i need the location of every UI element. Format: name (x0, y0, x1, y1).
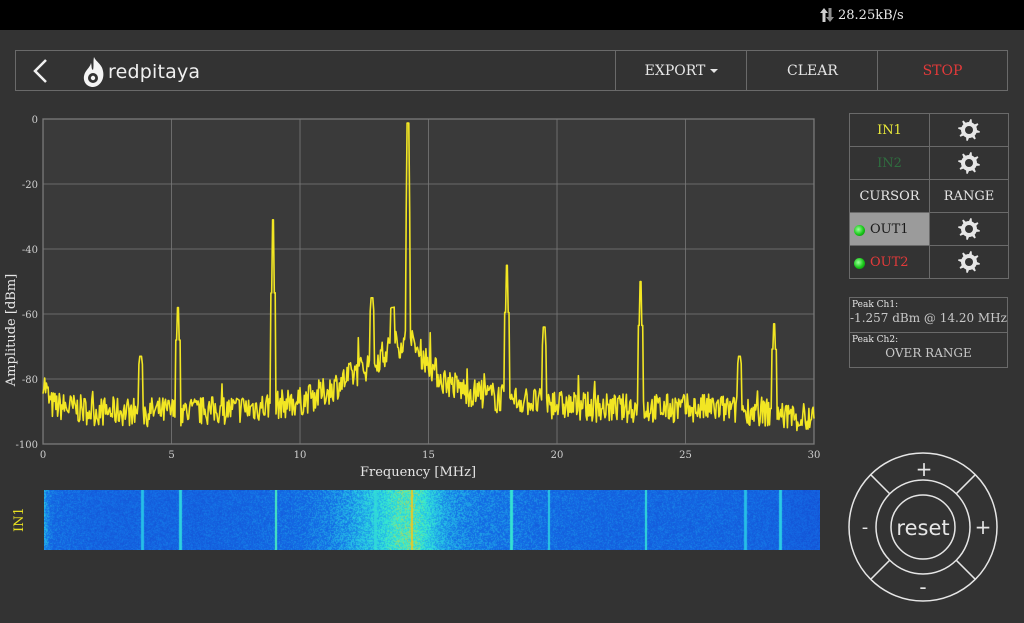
plot-grid (42, 118, 815, 445)
x-axis-label: Frequency [MHz] (360, 465, 476, 480)
redpitaya-logo: redpitaya (82, 56, 200, 88)
out1-settings-button[interactable] (929, 212, 1009, 246)
top-toolbar: redpitaya EXPORT CLEAR STOP (15, 50, 1008, 91)
in1-button[interactable]: IN1 (849, 113, 930, 147)
cursor-label: CURSOR (859, 188, 920, 204)
cursor-button[interactable]: CURSOR (849, 179, 930, 213)
status-led-icon (854, 225, 865, 236)
x-tick-label: 10 (294, 450, 307, 461)
data-transfer-icon (820, 8, 834, 22)
out2-button[interactable]: OUT2 (849, 245, 930, 279)
dpad-divider (870, 559, 891, 580)
gear-icon (958, 152, 980, 174)
channel-panel: IN1 IN2 CURSOR RANGE OUT1 OUT2 (849, 113, 1009, 279)
clear-button[interactable]: CLEAR (746, 51, 878, 90)
zoom-in-horizontal-button[interactable]: + (975, 515, 992, 539)
peak-ch2-value: OVER RANGE (885, 346, 972, 360)
chevron-left-icon (33, 59, 47, 83)
zoom-in-vertical-button[interactable]: + (916, 457, 933, 481)
x-tick-label: 25 (679, 450, 692, 461)
clear-label: CLEAR (787, 62, 838, 79)
peak-ch2: Peak Ch2: OVER RANGE (850, 332, 1007, 367)
x-tick-label: 0 (40, 450, 46, 461)
peak-ch1-value: -1.257 dBm @ 14.20 MHz (850, 311, 1007, 325)
logo-text: redpitaya (108, 61, 201, 83)
network-speed-text: 28.25kB/s (838, 7, 904, 23)
x-tick-label: 5 (168, 450, 174, 461)
zoom-out-horizontal-button[interactable]: - (862, 517, 869, 538)
waterfall-display (44, 490, 820, 550)
y-axis-ticks: 0 -20 -40 -60 -80 -100 (16, 115, 38, 451)
zoom-out-vertical-button[interactable]: - (919, 575, 926, 599)
spectrum-trace (42, 122, 815, 432)
out2-settings-button[interactable] (929, 245, 1009, 279)
range-button[interactable]: RANGE (929, 179, 1009, 213)
out2-label: OUT2 (870, 254, 909, 270)
peak-ch2-label: Peak Ch2: (852, 335, 899, 345)
in2-label: IN2 (877, 155, 902, 171)
x-tick-label: 15 (422, 450, 435, 461)
network-speed: 28.25kB/s (820, 7, 904, 23)
y-tick-label: -100 (16, 440, 38, 451)
dpad-inner-ring (875, 479, 971, 575)
dpad-divider (955, 559, 976, 580)
stop-label: STOP (922, 62, 963, 79)
reset-button-ring (890, 494, 956, 560)
peak-ch1-label: Peak Ch1: (852, 300, 899, 310)
in2-settings-button[interactable] (929, 146, 1009, 180)
out1-label: OUT1 (870, 221, 909, 237)
in2-button[interactable]: IN2 (849, 146, 930, 180)
in1-label: IN1 (877, 122, 902, 138)
peak-ch1: Peak Ch1: -1.257 dBm @ 14.20 MHz (850, 298, 1007, 332)
dpad-divider (955, 474, 976, 495)
range-label: RANGE (943, 188, 995, 204)
caret-down-icon (710, 68, 719, 73)
flame-logo-icon (83, 57, 104, 87)
y-axis-label: Amplitude [dBm] (4, 274, 19, 387)
back-button[interactable] (26, 57, 56, 85)
waterfall-channel-label: IN1 (12, 507, 27, 532)
gear-icon (958, 251, 980, 273)
y-tick-label: -60 (22, 310, 38, 321)
gear-icon (958, 218, 980, 240)
y-tick-label: -80 (22, 375, 38, 386)
zoom-dpad: + - - + reset (848, 452, 998, 602)
in1-settings-button[interactable] (929, 113, 1009, 147)
stop-button[interactable]: STOP (877, 51, 1007, 90)
x-tick-label: 30 (808, 450, 821, 461)
x-axis-ticks: 0 5 10 15 20 25 30 (40, 450, 821, 461)
x-tick-label: 20 (551, 450, 564, 461)
spectrum-chart[interactable]: 0 -20 -40 -60 -80 -100 0 5 10 15 20 25 30 Amplitude… (0, 100, 840, 485)
reset-button[interactable]: reset (896, 516, 949, 540)
y-tick-label: -20 (22, 180, 38, 191)
export-button[interactable]: EXPORT (615, 51, 747, 90)
y-tick-label: 0 (32, 115, 38, 126)
dpad-outer-ring (848, 452, 998, 602)
gear-icon (958, 119, 980, 141)
y-tick-label: -40 (22, 245, 38, 256)
dpad-divider (870, 474, 891, 495)
status-led-icon (854, 258, 865, 269)
status-bar: 28.25kB/s (0, 0, 1024, 30)
peak-readout: Peak Ch1: -1.257 dBm @ 14.20 MHz Peak Ch… (849, 297, 1008, 368)
out1-button[interactable]: OUT1 (849, 212, 930, 246)
export-label: EXPORT (644, 62, 706, 79)
